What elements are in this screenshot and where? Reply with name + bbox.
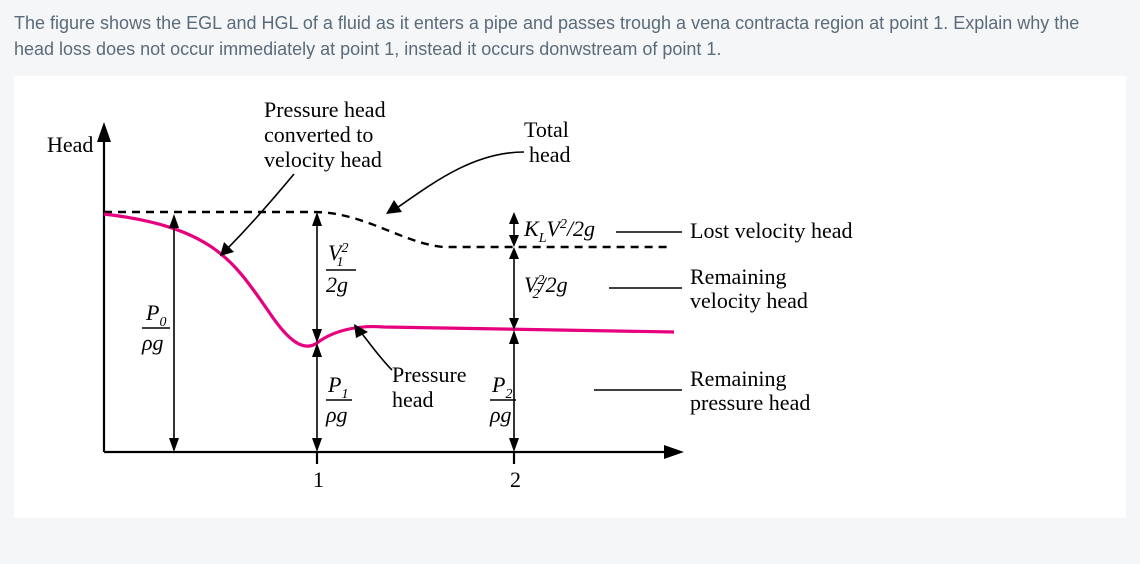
diagram-svg: 1 2 Head P0 ρg V21 xyxy=(34,92,1014,502)
ptv-l2: converted to xyxy=(264,122,373,147)
v1-sup: 2 xyxy=(341,241,348,256)
dim-kl: KLV2/2g xyxy=(509,212,595,247)
v1-den: 2g xyxy=(326,272,348,297)
y-axis-label: Head xyxy=(47,132,93,157)
x-tick-2: 2 xyxy=(510,467,521,492)
ph-l2: head xyxy=(392,387,434,412)
p2-num: P xyxy=(491,372,505,397)
dim-v2sq: V22/2g xyxy=(509,247,568,330)
legend-remaining-pressure: Remaining pressure head xyxy=(594,366,810,415)
svg-text:V21: V21 xyxy=(328,240,348,270)
x-tick-1: 1 xyxy=(313,467,324,492)
legend-lost-velocity: Lost velocity head xyxy=(616,218,853,243)
th-l2: head xyxy=(529,142,571,167)
kl-sup: 2 xyxy=(560,217,567,232)
annot-total-head: Total head xyxy=(386,117,571,214)
svg-text:P1: P1 xyxy=(327,372,348,402)
dim-p1: P1 ρg xyxy=(312,343,352,452)
th-l1: Total xyxy=(524,117,569,142)
v2-sub: 2 xyxy=(532,287,539,302)
svg-text:P0: P0 xyxy=(145,300,166,330)
svg-text:KLV2/2g: KLV2/2g xyxy=(523,216,595,246)
annot-pressure-head: Pressure head xyxy=(354,324,467,412)
p0-num: P xyxy=(145,300,159,325)
dim-p2: P2 ρg xyxy=(489,330,519,452)
dim-p0: P0 ρg xyxy=(141,214,179,452)
p2-den: ρg xyxy=(489,402,512,427)
rem-pres-1: Remaining xyxy=(690,366,787,391)
v1-sub: 1 xyxy=(336,255,343,270)
kl-k: K xyxy=(523,216,540,241)
lost-vel: Lost velocity head xyxy=(690,218,853,243)
kl-den: /2g xyxy=(565,216,595,241)
ptv-l1: Pressure head xyxy=(264,97,386,122)
figure-panel: 1 2 Head P0 ρg V21 xyxy=(14,76,1126,518)
axes: 1 2 xyxy=(97,122,684,492)
legend-remaining-velocity: Remaining velocity head xyxy=(609,264,808,313)
kl-l: L xyxy=(538,231,547,246)
rem-pres-2: pressure head xyxy=(690,390,810,415)
question-line-2: head loss does not occur immediately at … xyxy=(14,39,721,59)
svg-text:V22/2g: V22/2g xyxy=(524,272,568,302)
svg-text:P2: P2 xyxy=(491,372,512,402)
annot-pressure-to-velocity: Pressure head converted to velocity head xyxy=(220,97,386,256)
p1-num: P xyxy=(327,372,341,397)
dim-v1sq: V21 2g xyxy=(312,212,356,343)
ph-l1: Pressure xyxy=(392,362,467,387)
rem-vel-1: Remaining xyxy=(690,264,787,289)
rem-vel-2: velocity head xyxy=(690,288,808,313)
question-line-1: The figure shows the EGL and HGL of a fl… xyxy=(14,13,1079,33)
question-text: The figure shows the EGL and HGL of a fl… xyxy=(0,0,1140,68)
ptv-l3: velocity head xyxy=(264,147,382,172)
p1-den: ρg xyxy=(325,402,348,427)
v2-den: /2g xyxy=(537,272,567,297)
p0-den: ρg xyxy=(141,330,164,355)
